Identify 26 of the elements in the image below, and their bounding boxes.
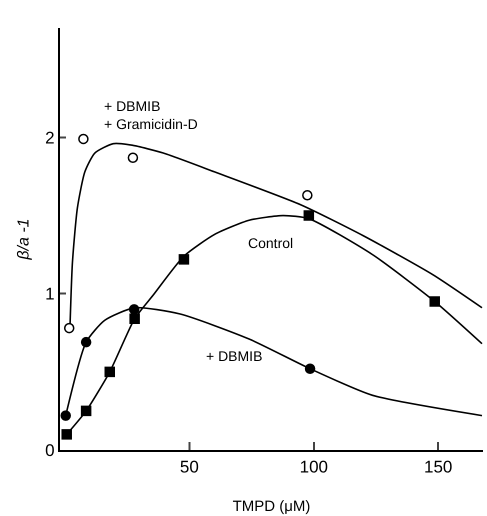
point [78,134,89,144]
annotation: + DBMIB [206,348,262,364]
x-tick-label: 50 [180,457,199,476]
point [302,190,313,200]
point [429,296,440,307]
point [304,210,314,221]
x-tick-label: 100 [300,457,328,476]
point [178,254,190,265]
point [61,429,72,440]
x-tick-label: 150 [424,457,452,476]
y-axis-title: β/a -1 [16,218,33,261]
y-tick-label: 1 [45,284,55,304]
point [80,336,92,348]
point [129,313,140,324]
point [60,410,71,421]
x-axis-title: TMPD (μM) [232,498,310,515]
point [304,363,316,374]
annotation: + DBMIB + Gramicidin-D [104,98,198,132]
point [104,366,116,378]
annotation: Control [248,235,294,251]
y-tick-label: 0 [45,440,55,460]
point [128,152,138,163]
point [64,322,74,334]
y-tick-label: 2 [45,128,55,148]
point [80,406,92,416]
point [128,304,140,315]
